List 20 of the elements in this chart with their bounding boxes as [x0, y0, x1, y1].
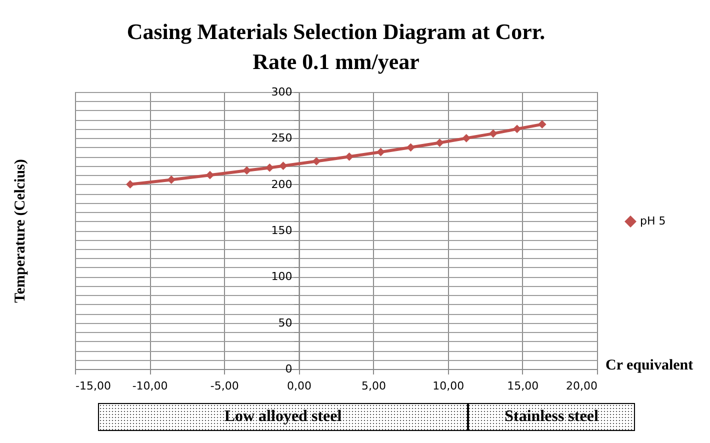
x-tick-label: -5,00	[210, 380, 239, 392]
y-tick-label: 250	[271, 132, 292, 145]
y-axis-title: Temperature (Celcius)	[12, 159, 28, 303]
x-tick-label: 5,00	[362, 380, 386, 392]
x-tick-label: -15,00	[76, 380, 111, 392]
y-tick-label: 50	[278, 316, 292, 330]
y-tick-label: 100	[271, 270, 292, 284]
dotted-panel: Low alloyed steel Stainless steel	[98, 403, 635, 431]
legend-label: pH 5	[640, 214, 666, 228]
y-tick-label: 200	[271, 178, 292, 191]
chart-title: Casing Materials Selection Diagram at Corr. Rate 0.1 mm/year	[126, 19, 546, 74]
x-tick-label: 15,00	[507, 380, 539, 392]
y-tick-label: 0	[285, 362, 292, 376]
y-tick-label: 300	[271, 86, 292, 98]
x-tick-label: 10,00	[432, 380, 464, 392]
x-tick-label: 20,00	[566, 380, 598, 392]
x-axis-title: Cr equivalent	[606, 358, 694, 374]
x-tick-label: -10,00	[132, 380, 168, 392]
y-tick-label: 150	[271, 224, 292, 237]
x-tick-label: 0,00	[286, 380, 312, 392]
